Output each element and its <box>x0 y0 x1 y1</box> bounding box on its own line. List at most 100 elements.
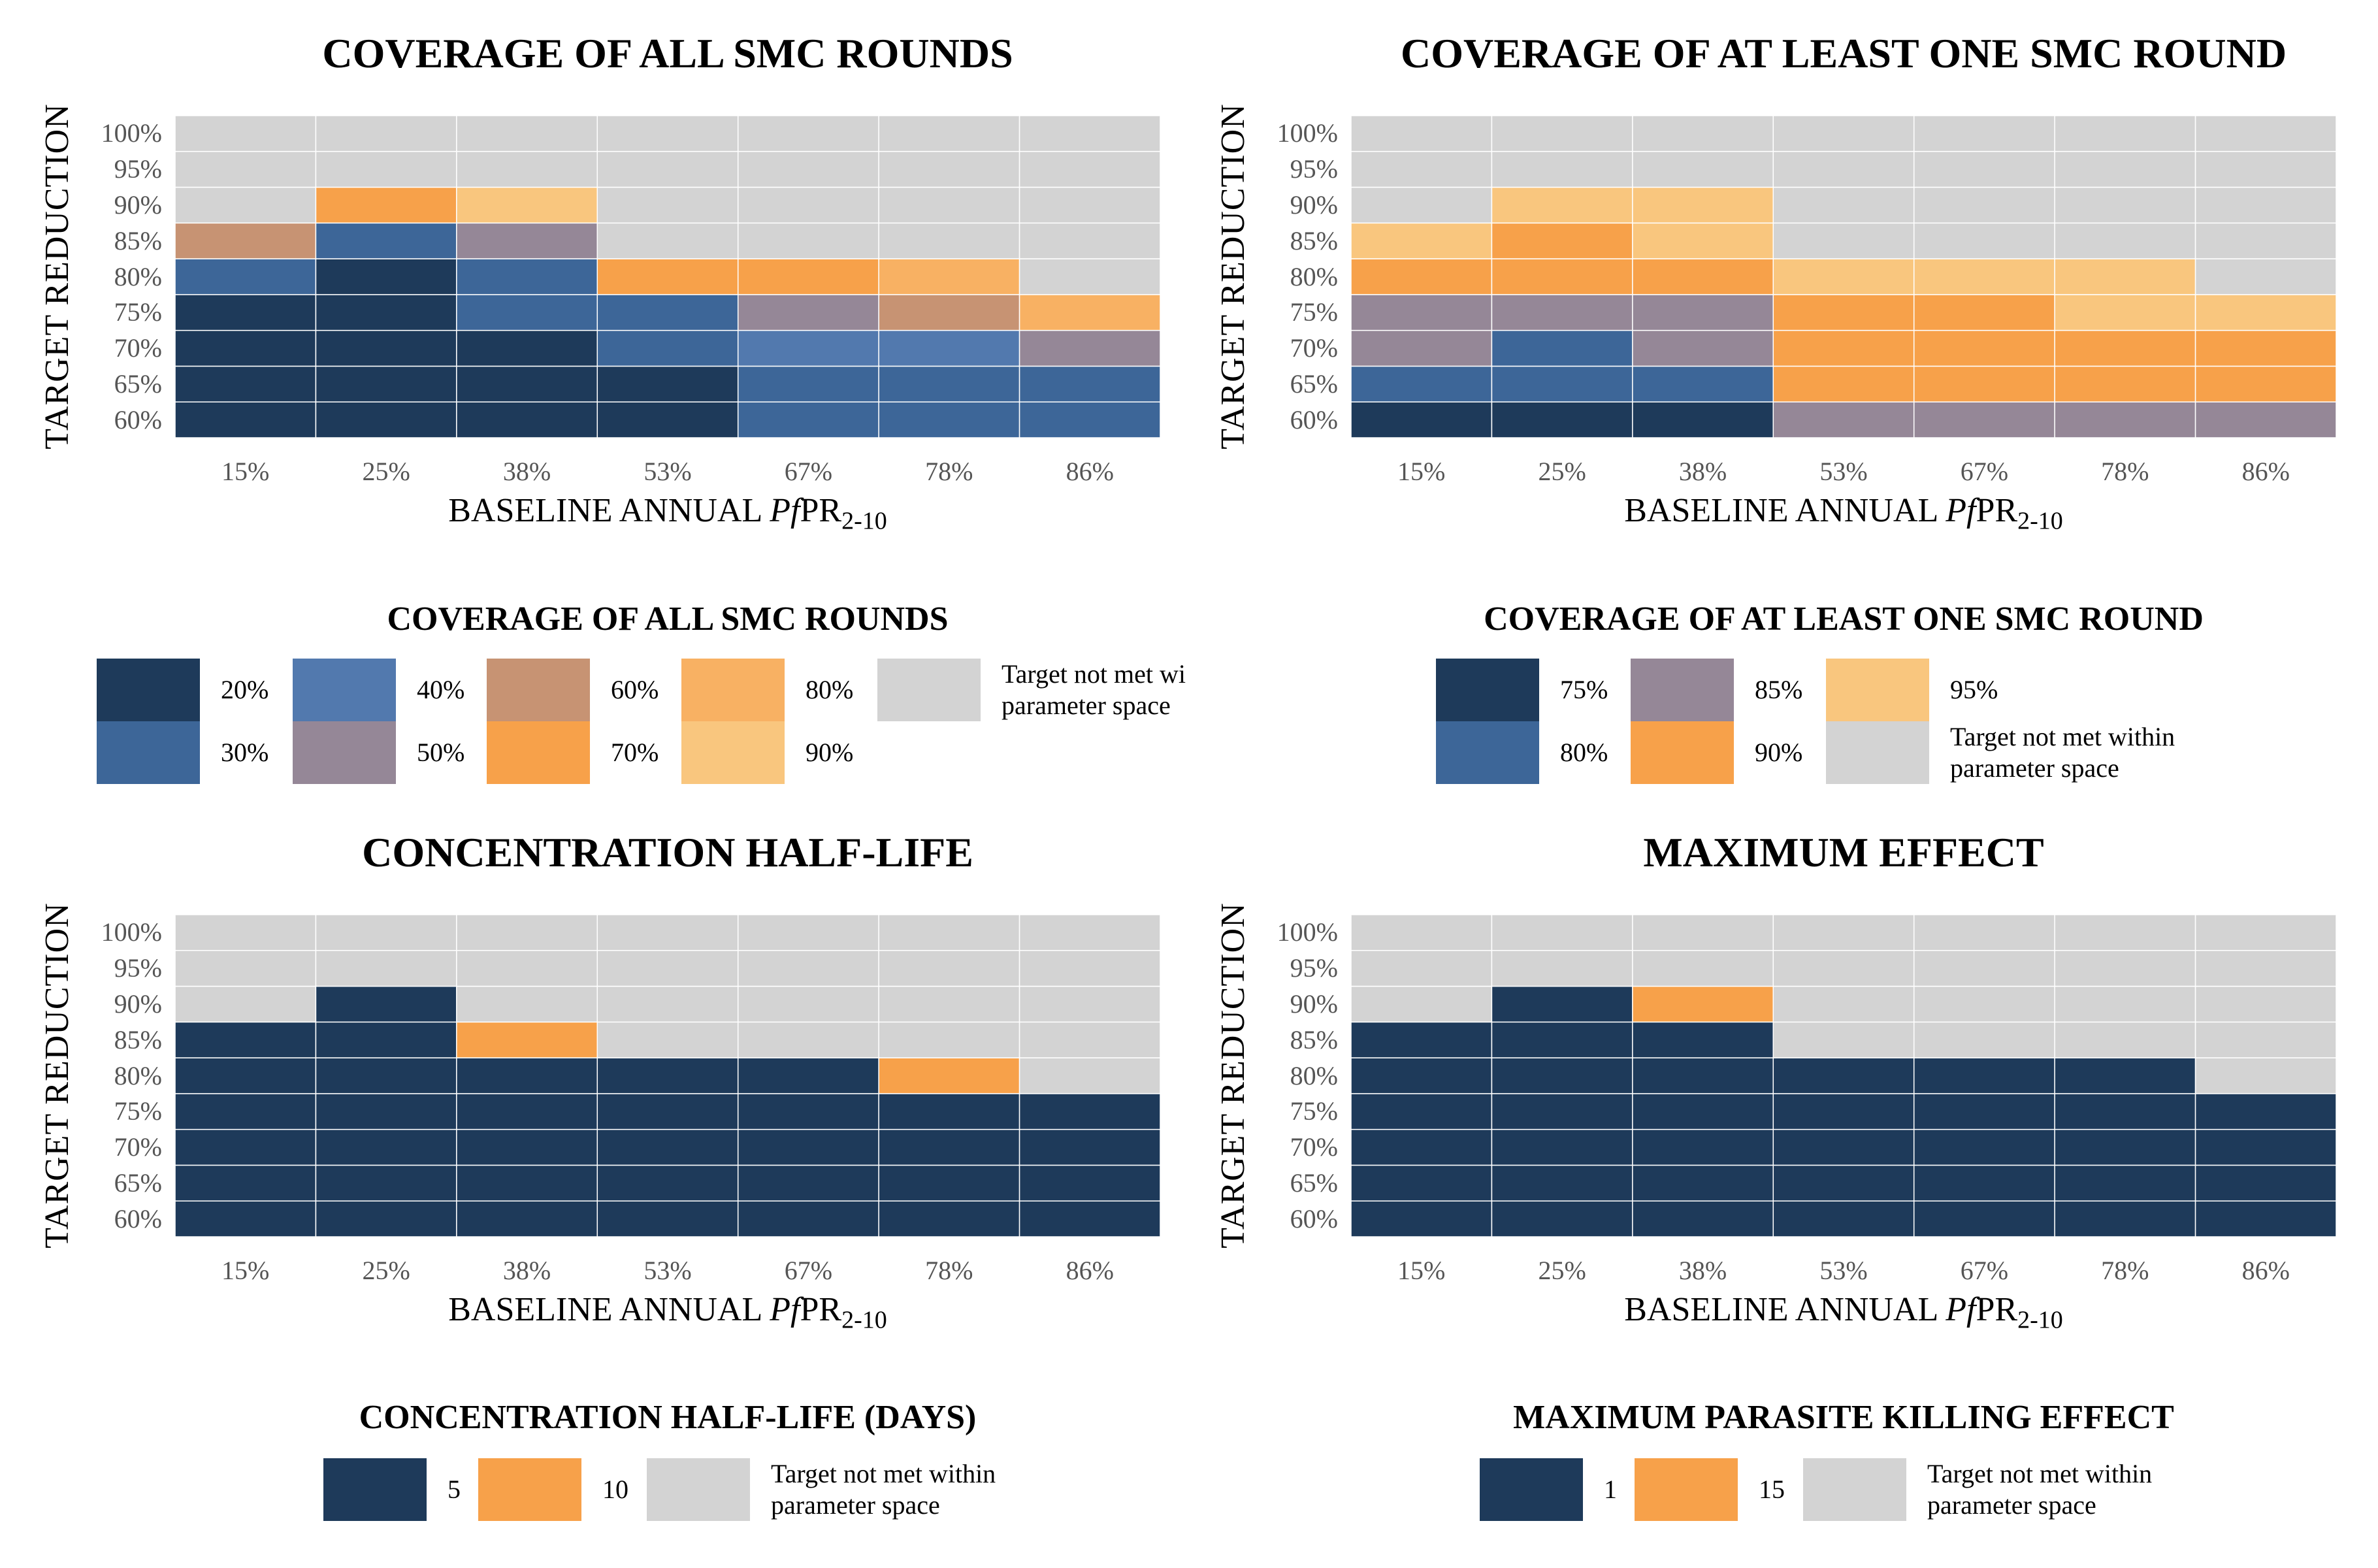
heatmap-cell <box>1491 116 1633 152</box>
heatmap-cell <box>878 915 1020 951</box>
heatmap-plot <box>1351 915 2336 1237</box>
heatmap-cell <box>1913 985 2055 1023</box>
y-tick-label: 90% <box>114 189 162 220</box>
heatmap-cell <box>737 950 879 987</box>
legend-swatch <box>1635 1458 1738 1521</box>
heatmap-cell <box>1491 1164 1633 1201</box>
legend-label: 70% <box>611 738 659 767</box>
y-tick-label: 80% <box>1290 1060 1338 1090</box>
heatmap-cell <box>175 329 317 367</box>
x-axis-title-rest: PR <box>1976 492 2018 529</box>
heatmap-cell <box>596 1057 739 1094</box>
heatmap-cell <box>1632 1093 1774 1130</box>
heatmap-cell <box>737 186 879 224</box>
heatmap-cell <box>456 186 598 224</box>
heatmap-cell <box>2194 329 2336 367</box>
heatmap-cell <box>1632 915 1774 951</box>
heatmap-cell <box>2054 950 2196 987</box>
x-tick-label: 15% <box>221 1256 270 1285</box>
heatmap-cell <box>878 985 1020 1023</box>
heatmap-cell <box>878 258 1020 295</box>
heatmap-cell <box>315 151 457 188</box>
heatmap-cell <box>2054 294 2196 331</box>
heatmap-cell <box>1491 365 1633 402</box>
heatmap-cell <box>456 1164 598 1201</box>
heatmap-cell <box>1018 151 1160 188</box>
heatmap-cell <box>2194 186 2336 224</box>
heatmap-cell <box>315 329 457 367</box>
legend-swatch <box>1480 1458 1583 1521</box>
heatmap-cell <box>2054 1093 2196 1130</box>
heatmap-cell <box>1018 401 1160 438</box>
legend-swatch <box>323 1458 427 1521</box>
y-tick-label: 60% <box>114 404 162 434</box>
y-axis-title: TARGET REDUCTION <box>1214 103 1252 449</box>
heatmap-cell <box>1491 222 1633 259</box>
heatmap-cell <box>175 1057 317 1094</box>
x-tick-label: 15% <box>1397 1256 1446 1285</box>
heatmap-cell <box>315 915 457 951</box>
heatmap-plot <box>175 915 1160 1237</box>
legend-swatch <box>1826 721 1929 784</box>
heatmap-cell <box>878 1200 1020 1237</box>
heatmap-cell <box>1772 1021 1915 1058</box>
x-tick-label: 53% <box>1819 1256 1868 1285</box>
heatmap-cell <box>1491 985 1633 1023</box>
x-tick-label: 67% <box>1960 1256 2009 1285</box>
heatmap-cell <box>1913 1021 2055 1058</box>
x-tick-label: 38% <box>1678 457 1727 486</box>
legend-swatch <box>293 659 396 721</box>
heatmap-cell <box>1491 1200 1633 1237</box>
heatmap-cell <box>1913 116 2055 152</box>
legend-swatch <box>487 659 590 721</box>
heatmap-cell <box>1632 950 1774 987</box>
heatmap-cell <box>2194 1164 2336 1201</box>
x-axis-title-italic: Pf <box>1946 1291 1976 1328</box>
heatmap-cell <box>2054 1164 2196 1201</box>
heatmap-cell <box>1018 365 1160 402</box>
heatmap-cell <box>456 950 598 987</box>
heatmap-cell <box>1491 329 1633 367</box>
heatmap-cell <box>1351 222 1493 259</box>
heatmap-cell <box>1772 258 1915 295</box>
legend-label: 50% <box>417 738 465 767</box>
y-tick-label: 95% <box>1290 154 1338 184</box>
heatmap-cell <box>737 258 879 295</box>
heatmap-cell <box>1491 950 1633 987</box>
heatmap-cell <box>2194 151 2336 188</box>
heatmap-cell <box>315 950 457 987</box>
heatmap-cell <box>1018 985 1160 1023</box>
heatmap-cell <box>737 116 879 152</box>
y-axis-title: TARGET REDUCTION <box>39 902 76 1249</box>
heatmap-cell <box>456 258 598 295</box>
heatmap-cell <box>1632 186 1774 224</box>
heatmap-cell <box>175 222 317 259</box>
heatmap-cell <box>737 915 879 951</box>
heatmap-cell <box>1491 915 1633 951</box>
y-axis-title: TARGET REDUCTION <box>39 103 76 449</box>
heatmap-cell <box>1913 151 2055 188</box>
heatmap-cell <box>1632 1200 1774 1237</box>
legend-swatch <box>1631 659 1734 721</box>
heatmap-cell <box>1632 401 1774 438</box>
heatmap-cell <box>1351 329 1493 367</box>
heatmap-cell <box>596 222 739 259</box>
y-tick-label: 100% <box>1277 118 1338 148</box>
heatmap-cell <box>1018 1164 1160 1201</box>
heatmap-cell <box>1351 401 1493 438</box>
heatmap-cell <box>1351 294 1493 331</box>
heatmap-cell <box>175 1093 317 1130</box>
heatmap-cell <box>315 985 457 1023</box>
legend-swatch <box>1826 659 1929 721</box>
heatmap-cell <box>2194 365 2336 402</box>
heatmap-cell <box>1351 1128 1493 1166</box>
x-tick-label: 38% <box>502 1256 551 1285</box>
heatmap-cell <box>1913 1128 2055 1166</box>
heatmap-cell <box>1018 1093 1160 1130</box>
heatmap-cell <box>878 1057 1020 1094</box>
heatmap-cell <box>2054 985 2196 1023</box>
heatmap-cell <box>737 1093 879 1130</box>
heatmap-cell <box>175 258 317 295</box>
x-tick-label: 53% <box>643 1256 692 1285</box>
heatmap-cell <box>596 1021 739 1058</box>
